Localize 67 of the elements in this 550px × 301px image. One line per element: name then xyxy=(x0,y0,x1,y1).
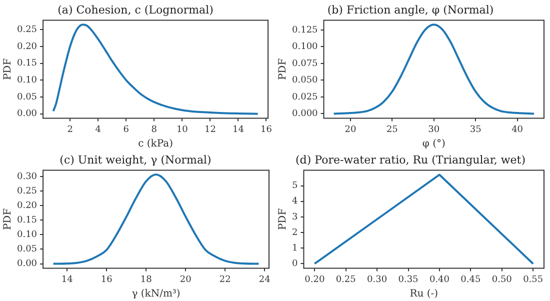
x-tick-label: 25 xyxy=(386,124,398,135)
y-tick-label: 4 xyxy=(292,196,298,207)
x-axis-title: Ru (-) xyxy=(410,288,438,300)
y-tick-label: 0.15 xyxy=(16,58,38,69)
x-axis-title: c (kPa) xyxy=(138,138,174,150)
y-tick-label: 0 xyxy=(292,259,298,270)
x-tick-label: 10 xyxy=(176,124,188,135)
x-tick-label: 12 xyxy=(204,124,216,135)
y-axis-title: PDF xyxy=(278,58,289,80)
y-tick-label: 0.15 xyxy=(16,216,38,226)
x-tick-label: 24 xyxy=(258,274,271,285)
y-tick-label: 0.000 xyxy=(292,109,318,120)
line-series xyxy=(52,174,260,265)
x-tick-label: 0.50 xyxy=(492,274,512,285)
line-series xyxy=(332,24,535,115)
x-tick-label: 20 xyxy=(344,124,356,135)
x-tick-label: 0.40 xyxy=(429,274,450,285)
chart-title: (d) Pore-water ratio, Ru (Triangular, wet) xyxy=(295,153,526,166)
y-tick-label: 0.20 xyxy=(16,200,38,211)
x-tick-label: 6 xyxy=(123,124,130,135)
line-series xyxy=(52,24,259,115)
x-tick-label: 40 xyxy=(512,124,524,135)
y-tick-label: 0.20 xyxy=(16,42,38,52)
y-tick-label: 3 xyxy=(292,212,298,222)
x-tick-label: 0.25 xyxy=(336,274,356,285)
y-tick-label: 0.05 xyxy=(16,244,38,255)
y-tick-label: 0.00 xyxy=(16,259,38,270)
x-tick-label: 0.20 xyxy=(304,274,325,285)
y-tick-label: 0.05 xyxy=(16,92,38,102)
y-tick-label: 0.075 xyxy=(292,58,318,69)
x-tick-label: 16 xyxy=(100,274,113,285)
y-tick-label: 2 xyxy=(292,228,298,238)
x-tick-label: 18 xyxy=(140,274,152,285)
chart-title: (b) Friction angle, φ (Normal) xyxy=(327,3,494,16)
x-tick-label: 22 xyxy=(219,274,231,285)
y-tick-label: 0.30 xyxy=(16,172,38,182)
x-tick-label: 2 xyxy=(67,124,73,135)
chart-title: (c) Unit weight, γ (Normal) xyxy=(60,153,212,166)
y-axis-title: PDF xyxy=(2,58,14,80)
x-tick-label: 14 xyxy=(61,274,74,285)
y-tick-label: 0.10 xyxy=(16,75,38,86)
y-tick-label: 5 xyxy=(292,181,298,192)
y-tick-label: 0.025 xyxy=(292,92,318,102)
x-tick-label: 8 xyxy=(151,124,158,135)
x-tick-label: 0.55 xyxy=(523,274,544,285)
x-tick-label: 4 xyxy=(95,124,102,135)
x-tick-label: 20 xyxy=(180,274,192,285)
y-tick-label: 0.10 xyxy=(16,230,38,240)
x-tick-label: 0.45 xyxy=(460,274,481,285)
x-tick-label: 35 xyxy=(470,124,482,135)
y-tick-label: 0.050 xyxy=(292,76,318,86)
y-axis-title: PDF xyxy=(2,208,14,230)
y-tick-label: 0.100 xyxy=(292,42,318,52)
x-tick-label: 0.35 xyxy=(398,274,419,285)
y-tick-label: 1 xyxy=(292,243,298,254)
x-axis-title: γ (kN/m³) xyxy=(132,288,180,300)
y-tick-label: 0.00 xyxy=(16,109,38,120)
y-tick-label: 0.125 xyxy=(292,25,318,36)
x-axis-title: φ (°) xyxy=(422,138,446,150)
chart-title: (a) Cohesion, c (Lognormal) xyxy=(58,3,214,16)
x-tick-label: 0.30 xyxy=(367,274,388,285)
x-tick-label: 30 xyxy=(428,124,440,135)
y-axis-title: PDF xyxy=(278,208,289,230)
x-tick-label: 14 xyxy=(232,124,244,135)
x-tick-label: 16 xyxy=(260,124,272,135)
y-tick-label: 0.25 xyxy=(16,186,38,196)
y-tick-label: 0.25 xyxy=(16,24,38,35)
